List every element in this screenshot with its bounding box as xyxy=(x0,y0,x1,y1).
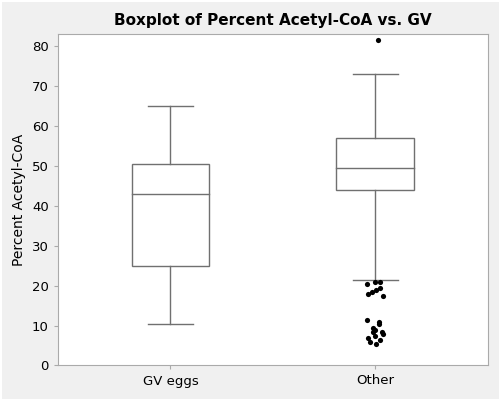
Point xyxy=(379,330,387,337)
Point xyxy=(374,37,382,44)
Point xyxy=(366,338,374,345)
Point xyxy=(369,324,377,331)
Point xyxy=(375,320,383,327)
Point xyxy=(378,328,386,335)
Bar xyxy=(336,138,414,190)
Title: Boxplot of Percent Acetyl-CoA vs. GV: Boxplot of Percent Acetyl-CoA vs. GV xyxy=(114,12,432,28)
Point xyxy=(371,278,379,285)
Point xyxy=(368,288,376,295)
Point xyxy=(372,340,380,347)
Point xyxy=(376,284,384,291)
Point xyxy=(371,326,379,333)
Y-axis label: Percent Acetyl-CoA: Percent Acetyl-CoA xyxy=(12,134,26,266)
Point xyxy=(364,290,372,297)
Point xyxy=(364,280,372,287)
Point xyxy=(364,334,372,341)
Point xyxy=(376,278,384,285)
Point xyxy=(379,292,387,299)
Point xyxy=(376,336,384,343)
Point xyxy=(370,328,378,335)
Point xyxy=(372,286,380,293)
Point xyxy=(376,318,384,325)
Point xyxy=(363,316,371,323)
Bar xyxy=(132,164,210,266)
Point xyxy=(372,332,380,339)
